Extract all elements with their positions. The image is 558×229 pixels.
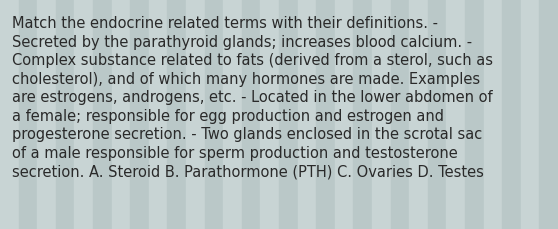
Bar (205, 0, 223, 229)
Bar (484, 0, 502, 229)
Bar (93, 0, 112, 229)
Bar (446, 0, 465, 229)
Text: Match the endocrine related terms with their definitions. -: Match the endocrine related terms with t… (12, 16, 438, 31)
Text: Complex substance related to fats (derived from a sterol, such as: Complex substance related to fats (deriv… (12, 53, 493, 68)
Bar (74, 0, 93, 229)
Bar (521, 0, 540, 229)
Bar (223, 0, 242, 229)
Bar (428, 0, 446, 229)
Bar (409, 0, 428, 229)
Text: progesterone secretion. - Two glands enclosed in the scrotal sac: progesterone secretion. - Two glands enc… (12, 127, 483, 142)
Bar (502, 0, 521, 229)
Bar (391, 0, 409, 229)
Bar (297, 0, 316, 229)
Bar (261, 0, 279, 229)
Bar (186, 0, 205, 229)
Bar (18, 0, 37, 229)
Bar (112, 0, 130, 229)
Text: Secreted by the parathyroid glands; increases blood calcium. -: Secreted by the parathyroid glands; incr… (12, 34, 473, 49)
Bar (56, 0, 74, 229)
Bar (37, 0, 56, 229)
Bar (242, 0, 261, 229)
Bar (149, 0, 167, 229)
Text: cholesterol), and of which many hormones are made. Examples: cholesterol), and of which many hormones… (12, 71, 480, 86)
Bar (316, 0, 335, 229)
Bar (353, 0, 372, 229)
Text: of a male responsible for sperm production and testosterone: of a male responsible for sperm producti… (12, 145, 458, 160)
Bar (465, 0, 484, 229)
Bar (335, 0, 353, 229)
Bar (130, 0, 149, 229)
Bar (372, 0, 391, 229)
Text: are estrogens, androgens, etc. - Located in the lower abdomen of: are estrogens, androgens, etc. - Located… (12, 90, 493, 105)
Text: a female; responsible for egg production and estrogen and: a female; responsible for egg production… (12, 108, 444, 123)
Bar (279, 0, 297, 229)
Bar (167, 0, 186, 229)
Bar (0, 0, 18, 229)
Text: secretion. A. Steroid B. Parathormone (PTH) C. Ovaries D. Testes: secretion. A. Steroid B. Parathormone (P… (12, 163, 484, 178)
Bar (540, 0, 558, 229)
